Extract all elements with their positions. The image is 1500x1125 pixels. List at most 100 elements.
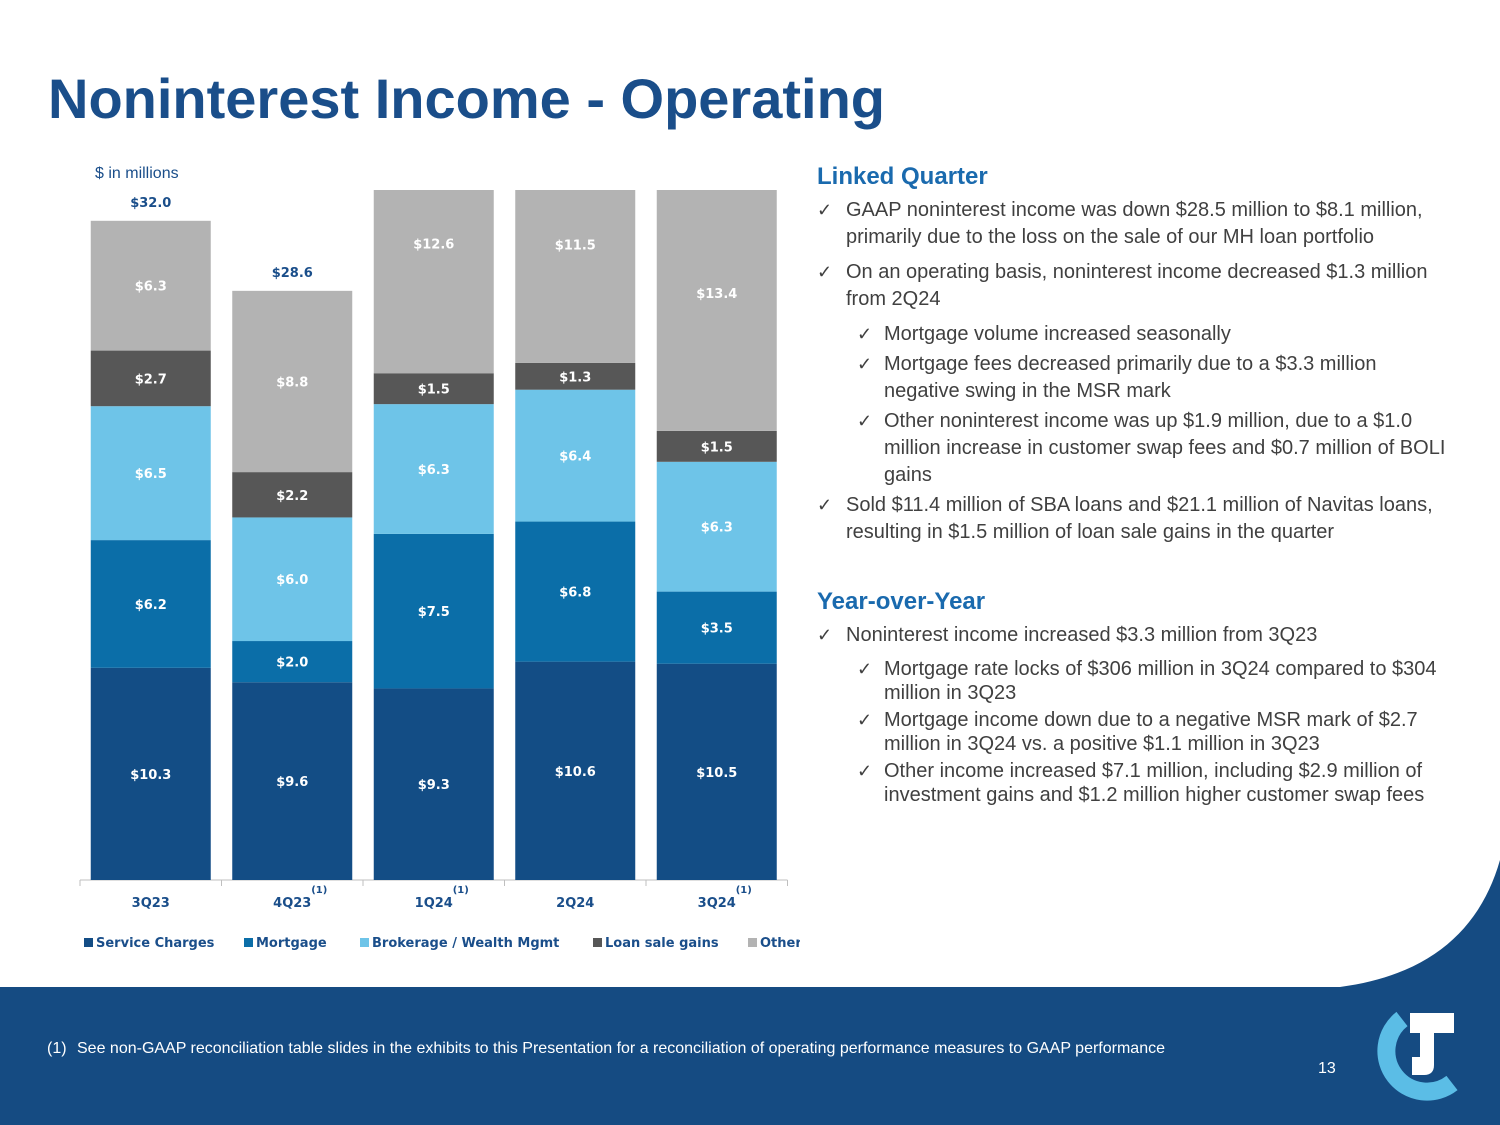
bar-segment xyxy=(373,373,494,405)
bar-segment xyxy=(232,682,353,880)
lq-bullet-text: Mortgage volume increased seasonally xyxy=(884,323,1231,345)
legend-swatch xyxy=(593,938,602,947)
bar-segment xyxy=(373,533,494,689)
bar-segment xyxy=(515,362,636,390)
lq-sub-bullet: ✓ Other noninterest income was up $1.9 mi… xyxy=(817,408,1447,489)
bar-segment xyxy=(373,190,494,374)
check-icon: ✓ xyxy=(857,710,873,730)
bar-segment xyxy=(515,389,636,522)
lq-bullet: ✓ On an operating basis, noninterest inco… xyxy=(817,259,1447,313)
bar-segment xyxy=(515,661,636,880)
legend-swatch xyxy=(360,938,369,947)
bar-segment xyxy=(656,190,777,431)
units-label: $ in millions xyxy=(95,165,179,182)
check-icon: ✓ xyxy=(857,659,873,679)
total-label: $32.0 xyxy=(130,196,171,211)
lq-bullet-text: Other noninterest income was up $1.9 mil… xyxy=(884,410,1446,486)
data-label: $6.3 xyxy=(418,463,450,478)
legend-swatch xyxy=(84,938,93,947)
bar-segment xyxy=(373,688,494,880)
data-label: $6.8 xyxy=(559,586,591,601)
x-tick-label: 3Q24 xyxy=(698,896,736,911)
data-label: $6.4 xyxy=(559,450,591,465)
x-tick-label: 4Q23 xyxy=(273,896,311,911)
footer-band xyxy=(0,987,1500,1125)
page-title: Noninterest Income - Operating xyxy=(48,67,885,130)
page-number: 13 xyxy=(1318,1060,1336,1077)
tick-footnote-marker: (1) xyxy=(453,885,469,896)
bar-segment xyxy=(90,406,211,541)
data-label: $6.2 xyxy=(135,598,167,613)
data-label: $6.3 xyxy=(135,280,167,295)
legend-label: Loan sale gains xyxy=(605,936,719,951)
bar-segment xyxy=(656,461,777,592)
yoy-bullet-text: Noninterest income increased $3.3 millio… xyxy=(846,624,1318,646)
bar-segment xyxy=(90,667,211,880)
stacked-bar-chart: $10.3 $6.2 $6.5 $2.7 $6.3 $32.0 3Q23 $9.6 $2.0 $6… xyxy=(79,190,800,951)
data-label: $10.3 xyxy=(130,768,171,783)
yoy-sub-bullet: ✓ Mortgage income down due to a negative … xyxy=(817,708,1447,756)
bar-segment xyxy=(90,220,211,351)
yoy-bullet: ✓ Noninterest income increased $3.3 milli… xyxy=(817,622,1447,649)
lq-bullet: ✓ Sold $11.4 million of SBA loans and $21… xyxy=(817,492,1447,546)
yoy-bullet-text: Mortgage income down due to a negative M… xyxy=(884,709,1418,755)
data-label: $1.5 xyxy=(701,440,733,455)
footnote-text: See non-GAAP reconciliation table slides… xyxy=(77,1040,1165,1057)
company-logo-icon xyxy=(1377,1011,1458,1101)
bar-segment xyxy=(373,404,494,534)
yoy-sub-bullet: ✓ Mortgage rate locks of $306 million in … xyxy=(817,657,1447,705)
bar-segment xyxy=(515,190,636,363)
year-over-year-heading: Year-over-Year xyxy=(817,588,986,615)
yoy-bullet-text: Mortgage rate locks of $306 million in 3… xyxy=(884,658,1437,704)
data-label: $12.6 xyxy=(413,237,454,252)
yoy-bullet-text: Other income increased $7.1 million, inc… xyxy=(884,760,1425,806)
check-icon: ✓ xyxy=(817,200,833,220)
check-icon: ✓ xyxy=(857,354,873,374)
x-tick-label: 1Q24 xyxy=(415,896,453,911)
legend-label: Mortgage xyxy=(256,936,327,951)
lq-bullet-text: Mortgage fees decreased primarily due to… xyxy=(884,353,1377,402)
lq-sub-bullet: ✓ Mortgage fees decreased primarily due t… xyxy=(817,351,1447,405)
bar-segment xyxy=(656,591,777,664)
legend-swatch xyxy=(244,938,253,947)
data-label: $1.3 xyxy=(559,370,591,385)
data-label: $10.5 xyxy=(696,766,737,781)
check-icon: ✓ xyxy=(817,625,833,645)
bar-segment xyxy=(656,663,777,880)
data-label: $3.5 xyxy=(701,622,733,637)
data-label: $6.5 xyxy=(135,467,167,482)
data-label: $2.7 xyxy=(135,372,167,387)
check-icon: ✓ xyxy=(817,262,833,282)
lq-sub-bullet: ✓ Mortgage volume increased seasonally xyxy=(817,321,1447,348)
data-label: $1.5 xyxy=(418,383,450,398)
commentary-panel: Linked Quarter ✓ GAAP noninterest income … xyxy=(817,163,1447,810)
data-label: $13.4 xyxy=(696,287,737,302)
check-icon: ✓ xyxy=(857,761,873,781)
bar-segment xyxy=(90,350,211,407)
data-label: $6.3 xyxy=(701,521,733,536)
check-icon: ✓ xyxy=(857,324,873,344)
legend-label: Brokerage / Wealth Mgmt xyxy=(372,936,559,951)
lq-bullet: ✓ GAAP noninterest income was down $28.5 … xyxy=(817,197,1447,251)
data-label: $7.5 xyxy=(418,605,450,620)
check-icon: ✓ xyxy=(817,495,833,515)
data-label: $6.0 xyxy=(276,573,308,588)
data-label: $9.3 xyxy=(418,778,450,793)
bar-segment xyxy=(232,290,353,473)
data-label: $10.6 xyxy=(555,765,596,780)
lq-bullet-text: On an operating basis, noninterest incom… xyxy=(846,261,1428,310)
x-tick-label: 2Q24 xyxy=(556,896,594,911)
bar-segment xyxy=(90,540,211,668)
data-label: $11.5 xyxy=(555,238,596,253)
lq-bullet-text: Sold $11.4 million of SBA loans and $21.… xyxy=(846,494,1433,543)
linked-quarter-heading: Linked Quarter xyxy=(817,163,988,190)
check-icon: ✓ xyxy=(857,411,873,431)
legend-swatch xyxy=(748,938,757,947)
footnote-marker: (1) xyxy=(47,1040,67,1057)
bar-segment xyxy=(232,517,353,642)
tick-footnote-marker: (1) xyxy=(311,885,327,896)
legend-label: Service Charges xyxy=(96,936,215,951)
footnote: (1) See non-GAAP reconciliation table sl… xyxy=(47,1037,1247,1060)
tick-footnote-marker: (1) xyxy=(736,885,752,896)
data-label: $2.0 xyxy=(276,656,308,671)
